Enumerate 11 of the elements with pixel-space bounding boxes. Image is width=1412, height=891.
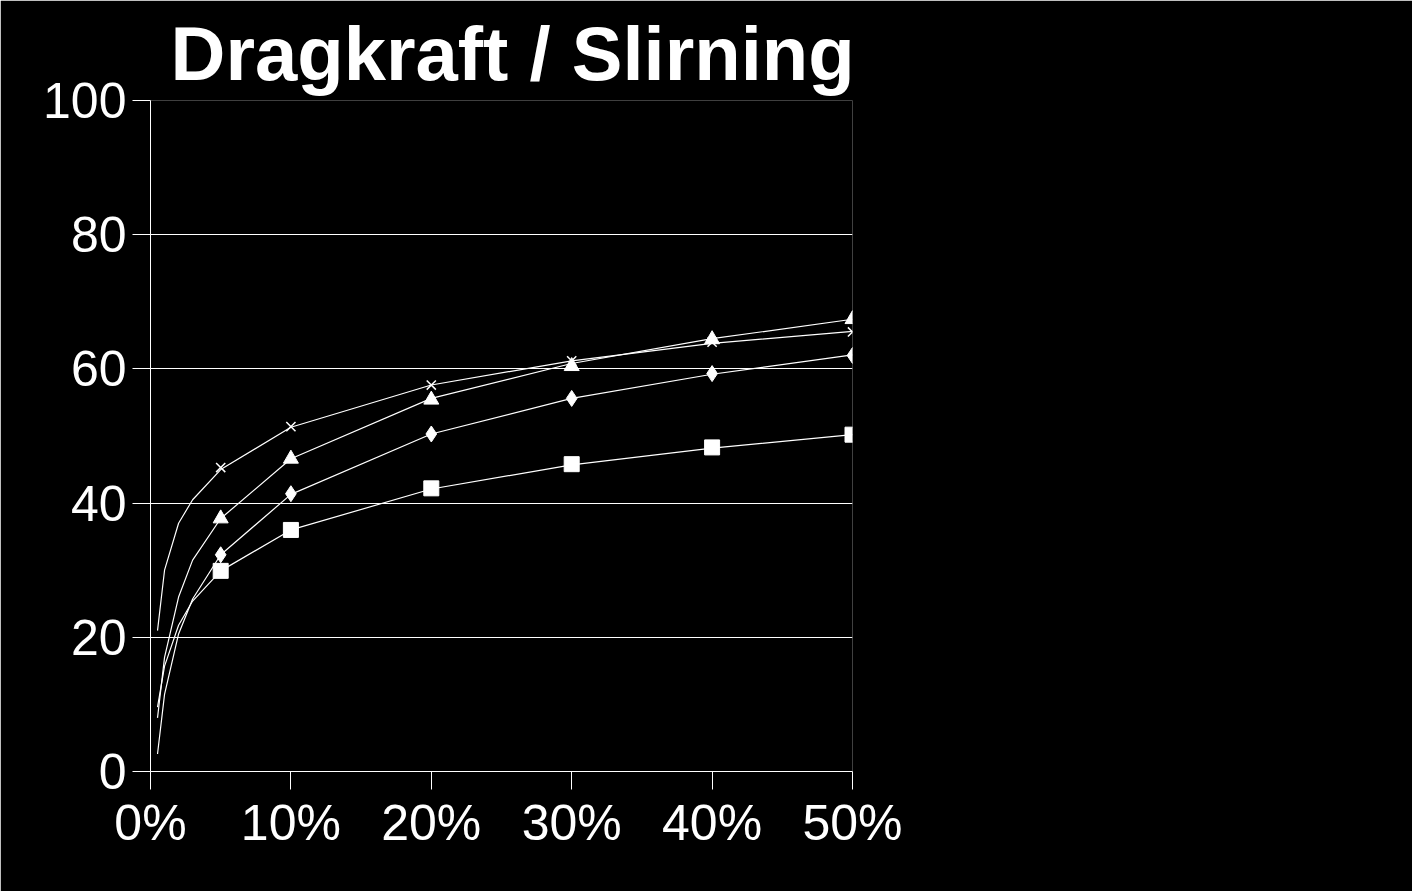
x-tick-label: 30%	[521, 794, 622, 851]
x-tick-label: 20%	[381, 794, 482, 851]
y-tick-label: 100	[43, 73, 127, 129]
y-tick-label: 60	[70, 341, 127, 398]
chart-title: Dragkraft / Slirning	[170, 10, 855, 96]
y-tick-label: 80	[70, 207, 127, 264]
y-tick-label: 40	[70, 475, 127, 532]
x-tick-label: 50%	[802, 794, 903, 851]
y-tick-label: 20	[70, 609, 127, 666]
x-tick-label: 40%	[662, 794, 763, 851]
x-tick-label: 10%	[240, 794, 341, 851]
